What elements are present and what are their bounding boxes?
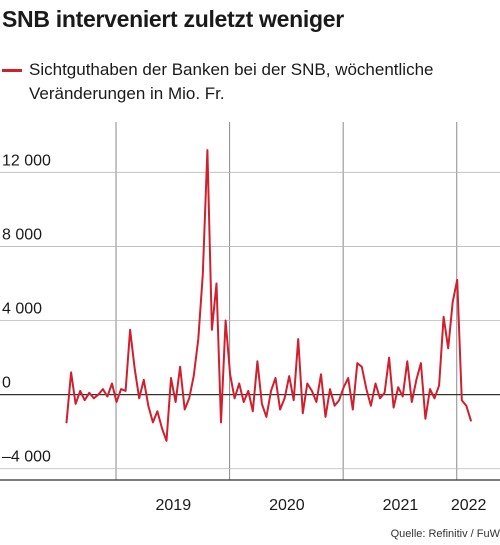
y-tick-label-2: 4 000: [2, 301, 42, 318]
x-tick-label-2021: 2021: [383, 497, 419, 514]
chart-title: SNB interveniert zuletzt weniger: [2, 6, 344, 32]
y-tick-label-1: 8 000: [2, 226, 42, 243]
legend-label: Sichtguthaben der Banken bei der SNB, wö…: [29, 60, 434, 103]
y-tick-label-4: –4 000: [2, 449, 51, 466]
series-line-0: [65, 149, 472, 442]
legend-swatch: [2, 69, 22, 72]
x-tick-label-2022: 2022: [451, 497, 487, 514]
x-tick-label-2020: 2020: [269, 497, 305, 514]
x-tick-label-2019: 2019: [156, 497, 192, 514]
source-note: Quelle: Refinitiv / FuW: [390, 528, 500, 540]
y-tick-label-0: 12 000: [2, 152, 51, 169]
legend: Sichtguthaben der Banken bei der SNB, wö…: [2, 58, 497, 106]
y-tick-label-3: 0: [2, 375, 11, 392]
